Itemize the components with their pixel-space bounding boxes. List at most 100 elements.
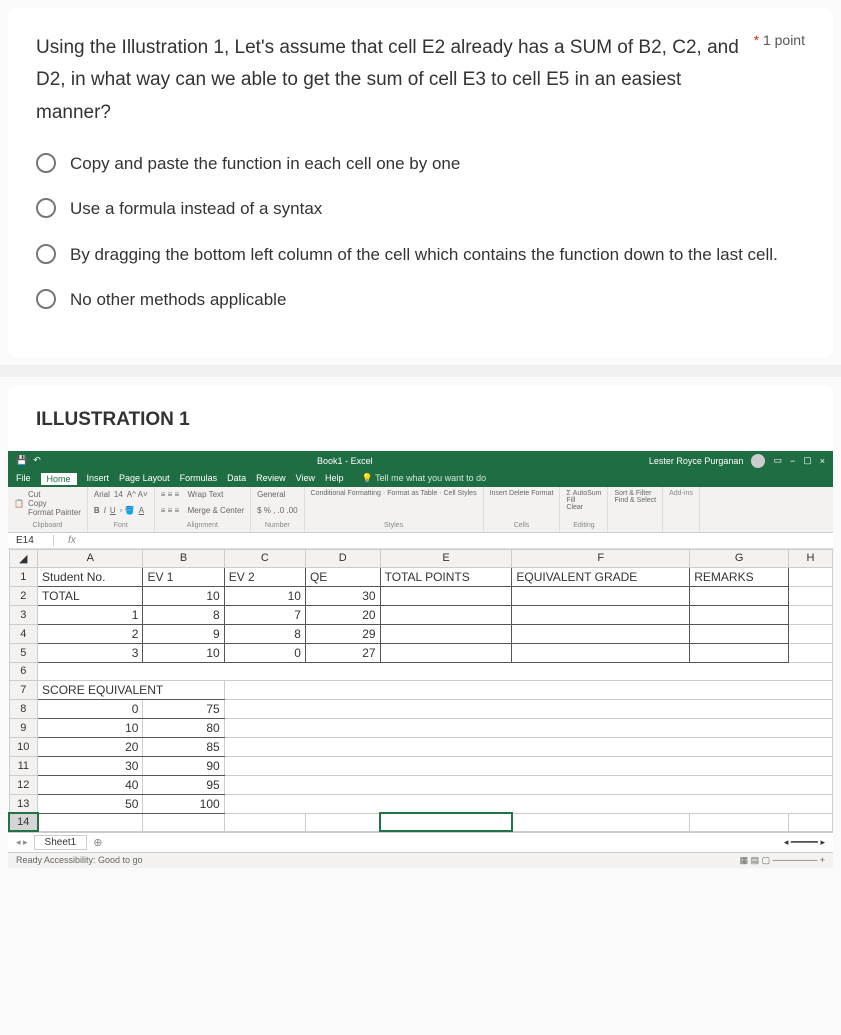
col-header[interactable]: F xyxy=(512,549,690,567)
option-label: By dragging the bottom left column of th… xyxy=(70,242,778,268)
excel-menu: File Home Insert Page Layout Formulas Da… xyxy=(8,471,833,487)
row-header[interactable]: 2 xyxy=(9,586,38,605)
illustration-title: ILLUSTRATION 1 xyxy=(8,409,833,451)
ribbon-number: General $ % , .0 .00 Number xyxy=(251,487,304,532)
ribbon-editing: Σ AutoSum Fill Clear Editing xyxy=(560,487,608,532)
row-header[interactable]: 5 xyxy=(9,643,38,662)
score-row: 13 50 100 xyxy=(9,794,833,813)
maximize-icon[interactable]: ▢ xyxy=(803,455,812,466)
option-label: Use a formula instead of a syntax xyxy=(70,196,322,222)
score-row: 12 40 95 xyxy=(9,775,833,794)
new-sheet-icon[interactable]: ⊕ xyxy=(93,836,102,849)
radio-icon xyxy=(36,153,56,173)
ribbon-options-icon[interactable]: ▭ xyxy=(773,455,782,466)
question-card: Using the Illustration 1, Let's assume t… xyxy=(8,8,833,357)
row-header[interactable]: 1 xyxy=(9,567,38,586)
column-headers: ◢ A B C D E F G H xyxy=(9,549,833,567)
menu-help[interactable]: Help xyxy=(325,473,344,485)
row-header[interactable]: 8 xyxy=(9,699,38,718)
undo-icon[interactable]: ↶ xyxy=(33,455,41,466)
row-header[interactable]: 13 xyxy=(9,794,38,813)
menu-insert[interactable]: Insert xyxy=(87,473,110,485)
row-header[interactable]: 7 xyxy=(9,680,38,699)
option-2[interactable]: Use a formula instead of a syntax xyxy=(36,196,805,222)
status-left: Ready Accessibility: Good to go xyxy=(16,855,143,866)
minimize-icon[interactable]: − xyxy=(790,456,795,466)
selected-cell[interactable] xyxy=(380,813,512,831)
score-row: 10 20 85 xyxy=(9,737,833,756)
option-4[interactable]: No other methods applicable xyxy=(36,287,805,313)
total-row: 2 TOTAL 10 10 30 xyxy=(9,586,833,605)
ribbon-editing2: Sort & Filter Find & Select xyxy=(608,487,663,532)
radio-icon xyxy=(36,289,56,309)
radio-icon xyxy=(36,244,56,264)
question-text: Using the Illustration 1, Let's assume t… xyxy=(36,32,754,129)
spreadsheet-grid[interactable]: ◢ A B C D E F G H 1 Student No. EV 1 EV … xyxy=(8,549,833,833)
option-1[interactable]: Copy and paste the function in each cell… xyxy=(36,151,805,177)
score-row: 9 10 80 xyxy=(9,718,833,737)
tell-me[interactable]: 💡 Tell me what you want to do xyxy=(362,473,487,485)
formula-bar: E14 fx xyxy=(8,533,833,549)
row-header[interactable]: 4 xyxy=(9,624,38,643)
col-header[interactable]: H xyxy=(789,549,833,567)
row-header[interactable]: 11 xyxy=(9,756,38,775)
ribbon-clipboard: 📋 Cut Copy Format Painter Clipboard xyxy=(8,487,88,532)
fx-icon[interactable]: fx xyxy=(68,535,76,546)
row-header[interactable]: 6 xyxy=(9,662,38,680)
status-bar: Ready Accessibility: Good to go ▦ ▤ ▢ ──… xyxy=(8,852,833,868)
sheet-tab[interactable]: Sheet1 xyxy=(34,835,88,850)
menu-review[interactable]: Review xyxy=(256,473,286,485)
paste-icon[interactable]: 📋 xyxy=(14,499,24,508)
name-box[interactable]: E14 xyxy=(16,535,54,546)
ribbon-alignment: ≡ ≡ ≡ Wrap Text ≡ ≡ ≡ Merge & Center Ali… xyxy=(155,487,251,532)
menu-pagelayout[interactable]: Page Layout xyxy=(119,473,170,485)
copy-button[interactable]: Copy xyxy=(28,499,81,508)
excel-ribbon: 📋 Cut Copy Format Painter Clipboard Aria… xyxy=(8,487,833,533)
col-header[interactable]: G xyxy=(690,549,789,567)
option-label: Copy and paste the function in each cell… xyxy=(70,151,460,177)
col-header[interactable]: B xyxy=(143,549,224,567)
menu-home[interactable]: Home xyxy=(41,473,77,485)
row-header[interactable]: 12 xyxy=(9,775,38,794)
font-size[interactable]: 14 xyxy=(114,490,123,499)
option-3[interactable]: By dragging the bottom left column of th… xyxy=(36,242,805,268)
col-header[interactable]: A xyxy=(38,549,143,567)
cut-button[interactable]: Cut xyxy=(28,490,81,499)
empty-row: 6 xyxy=(9,662,833,680)
illustration-card: ILLUSTRATION 1 💾 ↶ Book1 - Excel Lester … xyxy=(8,385,833,869)
menu-view[interactable]: View xyxy=(296,473,315,485)
menu-data[interactable]: Data xyxy=(227,473,246,485)
row-header[interactable]: 10 xyxy=(9,737,38,756)
col-header[interactable]: D xyxy=(305,549,380,567)
select-all-corner[interactable]: ◢ xyxy=(9,549,38,567)
option-label: No other methods applicable xyxy=(70,287,286,313)
options-group: Copy and paste the function in each cell… xyxy=(36,151,805,313)
excel-title-text: Book1 - Excel xyxy=(41,456,649,466)
close-icon[interactable]: × xyxy=(820,456,825,466)
font-name[interactable]: Arial xyxy=(94,490,110,499)
data-row: 3 1 8 7 20 xyxy=(9,605,833,624)
score-row: 11 30 90 xyxy=(9,756,833,775)
painter-button[interactable]: Format Painter xyxy=(28,508,81,517)
score-row: 8 0 75 xyxy=(9,699,833,718)
sheet-tabs: ◂ ▸ Sheet1 ⊕ ◂ ━━━━━ ▸ xyxy=(8,832,833,852)
menu-formulas[interactable]: Formulas xyxy=(180,473,218,485)
menu-file[interactable]: File xyxy=(16,473,31,485)
col-header[interactable]: E xyxy=(380,549,512,567)
data-row: 5 3 10 0 27 xyxy=(9,643,833,662)
ribbon-font: Arial 14 A^ A˅ B I U ▫ 🪣 A Font xyxy=(88,487,155,532)
user-avatar-icon[interactable] xyxy=(751,454,765,468)
card-divider xyxy=(0,365,841,377)
score-title-row: 7 SCORE EQUIVALENT xyxy=(9,680,833,699)
view-controls[interactable]: ▦ ▤ ▢ ─────── + xyxy=(740,855,825,866)
ribbon-addins: Add-ins xyxy=(663,487,700,532)
radio-icon xyxy=(36,198,56,218)
row-header[interactable]: 3 xyxy=(9,605,38,624)
row-header[interactable]: 14 xyxy=(9,813,38,831)
save-icon[interactable]: 💾 xyxy=(16,455,27,466)
excel-titlebar: 💾 ↶ Book1 - Excel Lester Royce Purganan … xyxy=(8,451,833,471)
ribbon-cells: Insert Delete Format Cells xyxy=(484,487,561,532)
col-header[interactable]: C xyxy=(224,549,305,567)
row-header[interactable]: 9 xyxy=(9,718,38,737)
ribbon-styles: Conditional Formatting · Format as Table… xyxy=(305,487,484,532)
